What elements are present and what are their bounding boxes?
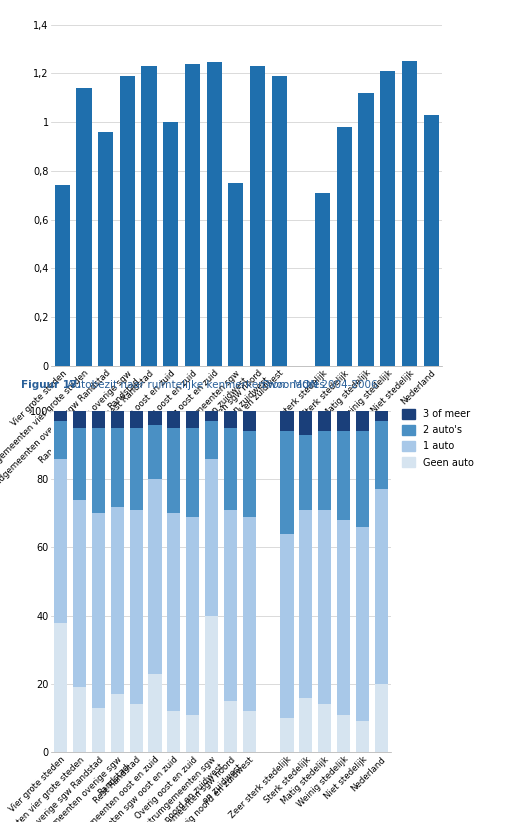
Bar (228, 183, 244, 366)
Bar (149, 425, 162, 479)
Bar (168, 711, 180, 752)
Bar (205, 459, 218, 616)
Bar (337, 714, 350, 752)
Bar (54, 411, 67, 421)
Text: Autobezit naar ruimtelijke kenmerken woonadres.: Autobezit naar ruimtelijke kenmerken woo… (64, 380, 332, 390)
Bar (272, 76, 287, 366)
Bar (54, 186, 70, 366)
Bar (224, 411, 237, 428)
Bar (402, 61, 417, 366)
Bar (224, 701, 237, 752)
Bar (337, 432, 350, 520)
Bar (111, 428, 124, 506)
Bar (281, 411, 293, 432)
Bar (205, 411, 218, 421)
Bar (149, 479, 162, 674)
Bar (281, 718, 293, 752)
Bar (207, 62, 222, 366)
Bar (98, 132, 113, 366)
Bar (318, 510, 331, 704)
Bar (358, 93, 374, 366)
Bar (299, 411, 313, 435)
Legend: 3 of meer, 2 auto's, 1 auto, Geen auto: 3 of meer, 2 auto's, 1 auto, Geen auto (402, 409, 473, 468)
Bar (424, 115, 439, 366)
Bar (73, 687, 86, 752)
Bar (318, 432, 331, 510)
Bar (168, 513, 180, 711)
Bar (54, 459, 67, 622)
Bar (224, 510, 237, 701)
Bar (77, 88, 91, 366)
Bar (186, 517, 199, 714)
Bar (92, 708, 105, 752)
Bar (375, 684, 388, 752)
Bar (111, 506, 124, 694)
Text: MON 2004-2006: MON 2004-2006 (290, 380, 378, 390)
Bar (54, 622, 67, 752)
Bar (356, 722, 369, 752)
Bar (186, 428, 199, 517)
Bar (243, 517, 256, 711)
Bar (375, 421, 388, 489)
Bar (250, 66, 265, 366)
Bar (243, 432, 256, 517)
Bar (111, 694, 124, 752)
Bar (205, 616, 218, 752)
Bar (120, 76, 135, 366)
Bar (54, 421, 67, 459)
Bar (130, 411, 143, 428)
Bar (149, 411, 162, 425)
Bar (92, 411, 105, 428)
Bar (337, 411, 350, 432)
Bar (337, 127, 352, 366)
Bar (243, 411, 256, 432)
Bar (375, 411, 388, 421)
Bar (130, 510, 143, 704)
Bar (130, 428, 143, 510)
Bar (92, 513, 105, 708)
Bar (92, 428, 105, 513)
Bar (318, 411, 331, 432)
Bar (243, 711, 256, 752)
Bar (73, 411, 86, 428)
Bar (337, 520, 350, 714)
Bar (111, 411, 124, 428)
Bar (73, 500, 86, 687)
Text: Figuur 17.: Figuur 17. (21, 380, 81, 390)
Bar (318, 704, 331, 752)
Text: Bron:: Bron: (262, 380, 290, 390)
Bar (130, 704, 143, 752)
Bar (281, 432, 293, 533)
Bar (149, 674, 162, 752)
Bar (224, 428, 237, 510)
Bar (168, 411, 180, 428)
Bar (186, 411, 199, 428)
Bar (375, 489, 388, 684)
Bar (163, 122, 178, 366)
Bar (186, 714, 199, 752)
Bar (185, 63, 200, 366)
Bar (281, 533, 293, 718)
Bar (73, 428, 86, 500)
Bar (380, 71, 395, 366)
Bar (356, 527, 369, 722)
Bar (299, 698, 313, 752)
Bar (299, 510, 313, 698)
Bar (315, 193, 331, 366)
Bar (205, 421, 218, 459)
Bar (168, 428, 180, 513)
Bar (299, 435, 313, 510)
Bar (356, 411, 369, 432)
Bar (141, 66, 157, 366)
Bar (356, 432, 369, 527)
